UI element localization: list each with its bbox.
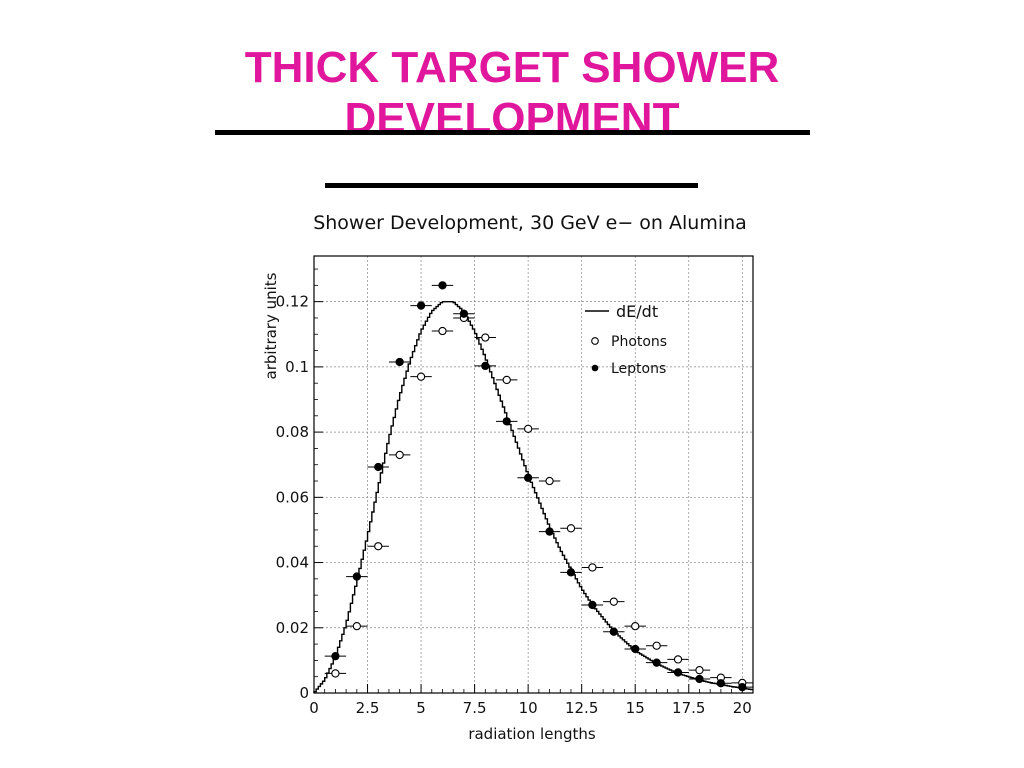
y-tick-label: 0.02 <box>276 619 309 637</box>
lepton-point <box>566 568 576 577</box>
x-tick-label: 0 <box>309 699 319 717</box>
lepton-point <box>716 679 726 688</box>
x-tick-label: 5 <box>416 699 426 717</box>
y-tick-label: 0.06 <box>276 488 309 506</box>
photon-point <box>609 597 618 606</box>
photon-point <box>631 621 640 631</box>
y-tick-label: 0 <box>299 684 309 702</box>
lepton-point <box>738 682 747 692</box>
lepton-point <box>502 417 511 426</box>
x-tick-label: 17.5 <box>672 699 705 717</box>
title-underline-rule <box>215 130 810 135</box>
x-tick-label: 2.5 <box>356 699 380 717</box>
slide-title: THICK TARGET SHOWER DEVELOPMENT <box>0 42 1024 144</box>
legend-label-photons: Photons <box>611 334 667 350</box>
x-tick-label: 12.5 <box>565 699 598 717</box>
y-tick-label: 0.08 <box>276 423 309 441</box>
x-tick-label: 10 <box>519 699 538 717</box>
lepton-point <box>459 309 469 318</box>
lepton-point <box>695 674 704 684</box>
photon-point <box>545 476 554 486</box>
chart-legend: dE/dt Photons Leptons <box>585 302 667 377</box>
lepton-point <box>588 600 597 610</box>
legend-label-leptons: Leptons <box>611 361 666 377</box>
x-tick-label: 7.5 <box>463 699 487 717</box>
photon-point <box>331 669 340 678</box>
lepton-point <box>438 281 447 290</box>
lepton-point <box>374 462 383 472</box>
lepton-point <box>523 473 533 482</box>
lepton-point <box>545 527 554 536</box>
plot-frame <box>313 255 754 694</box>
x-axis-label: radiation lengths <box>468 725 596 743</box>
photon-point <box>695 666 704 675</box>
title-secondary-rule <box>325 183 698 188</box>
slide-title-line1: THICK TARGET SHOWER <box>244 43 780 92</box>
photon-point <box>588 563 597 572</box>
photon-point <box>523 424 533 433</box>
x-tick-label: 20 <box>733 699 752 717</box>
lepton-point <box>609 627 618 636</box>
legend-lepton-marker <box>591 364 599 372</box>
photon-point <box>416 372 426 381</box>
photon-point <box>673 655 683 664</box>
y-tick-label: 0.1 <box>285 358 309 376</box>
legend-photon-marker <box>591 337 599 345</box>
y-tick-label: 0.12 <box>276 293 309 311</box>
lepton-point <box>631 644 640 654</box>
photon-point <box>502 375 511 385</box>
lepton-point <box>331 651 340 661</box>
data-points <box>324 281 753 692</box>
photon-point <box>481 333 490 342</box>
x-tick-label: 15 <box>626 699 645 717</box>
chart-title: Shower Development, 30 GeV e− on Alumina <box>313 212 747 234</box>
photon-point <box>374 542 383 551</box>
y-axis-label: arbitrary units <box>262 272 280 379</box>
axis-ticks: 0 2.5 5 7.5 10 12.5 15 17.5 20 0 0.02 0.04 0.06 0.08 0… <box>276 268 752 717</box>
photon-point <box>395 450 404 460</box>
y-tick-label: 0.04 <box>276 554 309 572</box>
photon-point <box>438 326 447 336</box>
photon-point <box>352 621 361 631</box>
lepton-point <box>416 301 426 310</box>
lepton-point <box>481 361 490 371</box>
lepton-point <box>352 572 361 581</box>
legend-label-dedt: dE/dt <box>616 302 658 321</box>
photon-point <box>566 524 576 533</box>
lepton-point <box>673 668 683 677</box>
lepton-point <box>395 357 404 367</box>
lepton-point <box>652 658 661 667</box>
photon-point <box>652 641 661 650</box>
